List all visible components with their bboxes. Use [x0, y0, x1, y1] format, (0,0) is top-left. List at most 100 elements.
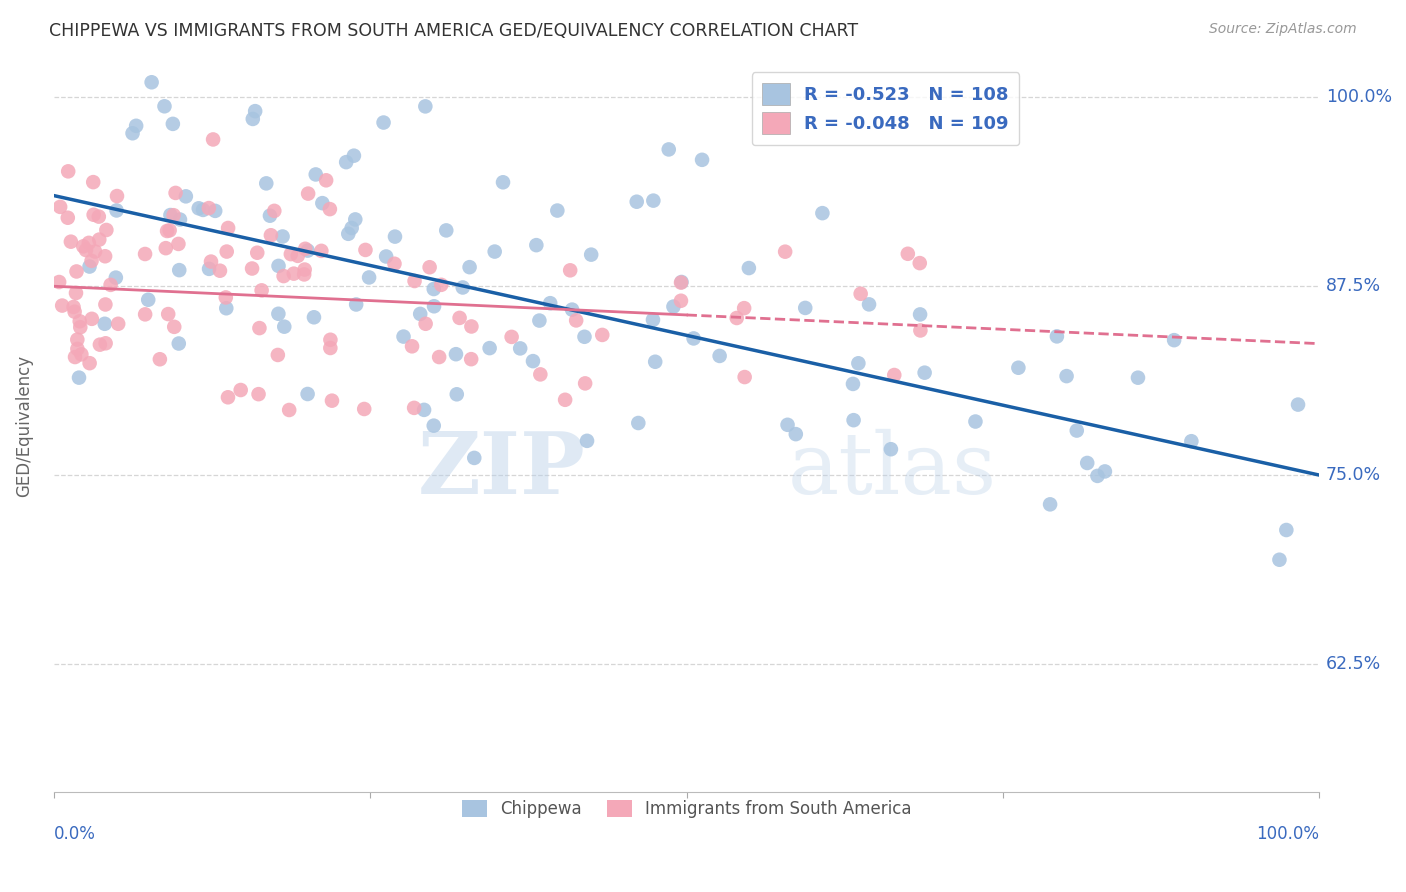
Point [522, 354, 544, 368]
Point [501, 330, 523, 344]
Point [343, 149, 366, 163]
Point [1268, 553, 1291, 567]
Point [167, 236, 190, 251]
Point [215, 244, 238, 259]
Point [100, 277, 122, 292]
Point [94, 249, 117, 263]
Point [626, 194, 648, 209]
Point [423, 299, 446, 313]
Point [134, 307, 156, 321]
Point [72, 239, 94, 253]
Point [217, 221, 239, 235]
Point [344, 297, 367, 311]
Point [294, 242, 316, 256]
Point [560, 263, 582, 277]
Point [734, 370, 756, 384]
Point [165, 186, 187, 200]
Point [1066, 424, 1088, 438]
Point [141, 75, 163, 89]
Point [579, 247, 602, 261]
Point [280, 247, 302, 261]
Point [136, 293, 159, 307]
Point [169, 212, 191, 227]
Point [198, 261, 221, 276]
Point [69, 314, 91, 328]
Point [415, 317, 437, 331]
Point [167, 336, 190, 351]
Point [492, 175, 515, 189]
Point [427, 350, 450, 364]
Point [267, 348, 290, 362]
Point [359, 270, 381, 285]
Point [460, 352, 482, 367]
Point [908, 256, 931, 270]
Point [82, 175, 104, 189]
Point [297, 387, 319, 401]
Text: ZIP: ZIP [418, 428, 585, 512]
Point [375, 250, 398, 264]
Point [283, 267, 305, 281]
Point [48, 275, 70, 289]
Point [849, 286, 872, 301]
Point [413, 402, 436, 417]
Point [430, 277, 453, 292]
Point [419, 260, 441, 275]
Point [914, 366, 936, 380]
Point [149, 352, 172, 367]
Point [373, 115, 395, 129]
Point [509, 342, 531, 356]
Point [561, 302, 583, 317]
Point [591, 327, 613, 342]
Point [96, 223, 118, 237]
Point [217, 390, 239, 404]
Point [404, 401, 426, 415]
Point [204, 203, 226, 218]
Point [574, 376, 596, 391]
Point [446, 387, 468, 401]
Point [321, 393, 343, 408]
Point [174, 189, 197, 203]
Point [254, 177, 277, 191]
Point [669, 293, 692, 308]
Point [460, 319, 482, 334]
Point [319, 202, 342, 216]
Point [337, 227, 360, 241]
Point [65, 264, 87, 278]
Point [1275, 523, 1298, 537]
Point [243, 104, 266, 119]
Point [167, 263, 190, 277]
Point [658, 143, 681, 157]
Point [49, 200, 72, 214]
Text: CHIPPEWA VS IMMIGRANTS FROM SOUTH AMERICA GED/EQUIVALENCY CORRELATION CHART: CHIPPEWA VS IMMIGRANTS FROM SOUTH AMERIC… [49, 22, 858, 40]
Point [451, 280, 474, 294]
Point [484, 244, 506, 259]
Point [644, 355, 666, 369]
Point [463, 450, 485, 465]
Point [1126, 370, 1149, 384]
Point [738, 261, 761, 276]
Point [1163, 333, 1185, 347]
Point [75, 243, 97, 257]
Point [1039, 497, 1062, 511]
Point [94, 297, 117, 311]
Point [627, 416, 650, 430]
Point [811, 206, 834, 220]
Point [554, 392, 576, 407]
Point [59, 235, 82, 249]
Y-axis label: GED/Equivalency: GED/Equivalency [15, 355, 32, 497]
Point [65, 285, 87, 300]
Point [79, 260, 101, 274]
Point [335, 155, 357, 169]
Point [643, 194, 665, 208]
Point [574, 330, 596, 344]
Point [1180, 434, 1202, 449]
Point [187, 202, 209, 216]
Point [883, 368, 905, 382]
Point [662, 300, 685, 314]
Point [910, 323, 932, 337]
Point [62, 300, 84, 314]
Point [773, 244, 796, 259]
Point [267, 307, 290, 321]
Point [84, 244, 107, 259]
Point [478, 341, 501, 355]
